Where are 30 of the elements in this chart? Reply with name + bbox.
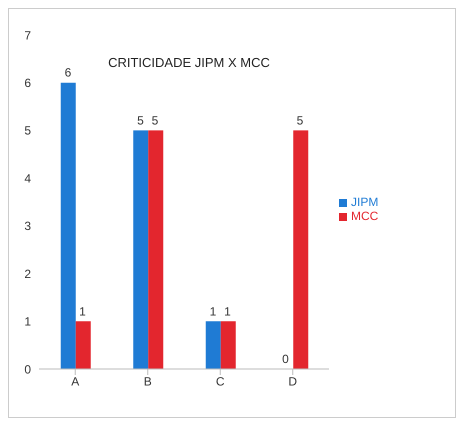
bar bbox=[220, 321, 236, 369]
bar bbox=[60, 82, 76, 369]
y-tick-label: 6 bbox=[24, 76, 32, 90]
x-tick-label: A bbox=[71, 374, 80, 389]
data-label: 5 bbox=[137, 113, 144, 128]
x-tick-label: B bbox=[144, 374, 152, 389]
x-tick-label: C bbox=[216, 374, 225, 389]
y-tick-label: 3 bbox=[24, 219, 32, 234]
bar bbox=[76, 321, 91, 369]
x-tick-label: D bbox=[288, 374, 298, 389]
data-label: 1 bbox=[79, 304, 86, 318]
y-tick-label: 7 bbox=[24, 28, 32, 42]
data-label: 0 bbox=[282, 352, 290, 366]
bar bbox=[293, 130, 308, 369]
y-tick-label: 4 bbox=[24, 171, 32, 186]
y-tick-label: 5 bbox=[24, 124, 32, 138]
bar bbox=[148, 130, 164, 369]
y-tick-label: 1 bbox=[24, 314, 32, 329]
text: CRITICIDADE JIPM X MCC bbox=[108, 55, 270, 70]
data-label: 5 bbox=[152, 113, 159, 128]
legend-label: MCC bbox=[351, 209, 378, 223]
data-label: 1 bbox=[224, 304, 232, 318]
data-label: 1 bbox=[210, 304, 217, 318]
y-tick-label: 2 bbox=[24, 266, 32, 281]
data-label: 5 bbox=[296, 113, 304, 128]
data-label: 6 bbox=[64, 66, 72, 80]
legend-label: JIPM bbox=[351, 195, 378, 209]
bar bbox=[206, 321, 221, 369]
y-tick-label: 0 bbox=[24, 362, 32, 376]
bar bbox=[133, 130, 148, 369]
